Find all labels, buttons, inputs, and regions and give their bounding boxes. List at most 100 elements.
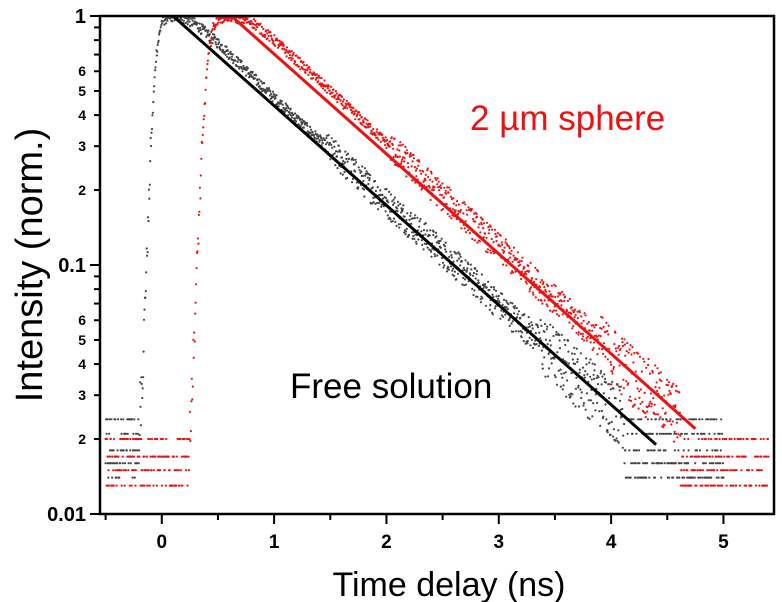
free_solution-point bbox=[579, 352, 582, 355]
free_solution-point bbox=[600, 409, 604, 413]
free_solution-point bbox=[392, 198, 395, 201]
sphere_2um-point bbox=[717, 484, 720, 487]
sphere_2um-point bbox=[388, 145, 391, 148]
free_solution-point bbox=[137, 418, 140, 421]
free_solution-point bbox=[260, 80, 263, 83]
free_solution-point bbox=[534, 332, 537, 335]
sphere_2um-point bbox=[195, 267, 198, 270]
free_solution-point bbox=[294, 112, 297, 115]
y-axis-title: Intensity (norm.) bbox=[9, 128, 51, 403]
free_solution-point bbox=[494, 305, 497, 308]
free_solution-point bbox=[720, 418, 723, 421]
free_solution-point bbox=[559, 368, 562, 371]
sphere_2um-point bbox=[355, 109, 358, 112]
free_solution-point bbox=[437, 242, 441, 245]
free_solution-point bbox=[614, 439, 617, 442]
sphere_2um-point bbox=[642, 357, 645, 360]
sphere_2um-point bbox=[601, 352, 605, 355]
free_solution-point bbox=[699, 476, 702, 479]
sphere_2um-point bbox=[345, 99, 348, 102]
free_solution-point bbox=[517, 330, 520, 333]
free_solution-point bbox=[144, 296, 147, 299]
free_solution-point bbox=[592, 402, 595, 405]
sphere_2um-point bbox=[543, 299, 546, 302]
free_solution-point bbox=[132, 449, 135, 452]
free_solution-point bbox=[139, 424, 142, 427]
sphere_2um-point bbox=[728, 437, 731, 441]
free_solution-point bbox=[439, 246, 442, 249]
sphere_2um-point bbox=[211, 27, 214, 31]
sphere_2um-point bbox=[595, 335, 599, 338]
sphere_2um-point bbox=[127, 469, 130, 472]
free_solution-point bbox=[144, 290, 147, 293]
sphere_2um-point bbox=[465, 231, 468, 234]
sphere_2um-point bbox=[540, 279, 544, 282]
sphere_2um-point bbox=[762, 437, 765, 441]
sphere_2um-point bbox=[720, 484, 724, 487]
free_solution-point bbox=[105, 432, 108, 435]
free_solution-point bbox=[328, 141, 332, 145]
free_solution-point bbox=[293, 117, 296, 120]
free_solution-point bbox=[452, 260, 455, 263]
sphere_2um-point bbox=[663, 394, 666, 397]
sphere_2um-point bbox=[659, 371, 662, 374]
free_solution-point bbox=[616, 440, 619, 443]
free_solution-point bbox=[669, 432, 673, 435]
sphere_2um-point bbox=[486, 248, 489, 251]
free_solution-point bbox=[604, 377, 607, 380]
free_solution-point bbox=[264, 91, 267, 94]
sphere_2um-point bbox=[152, 484, 155, 487]
free_solution-point bbox=[133, 418, 136, 421]
free_solution-point bbox=[476, 295, 479, 298]
sphere_2um-point bbox=[528, 270, 531, 273]
sphere_2um-point bbox=[665, 378, 669, 381]
sphere_2um-point bbox=[295, 54, 298, 57]
sphere_2um-point bbox=[633, 403, 636, 406]
free_solution-point bbox=[231, 53, 234, 56]
sphere_2um-point bbox=[638, 396, 641, 399]
free_solution-point bbox=[214, 41, 217, 44]
free_solution-point bbox=[657, 462, 661, 465]
free_solution-point bbox=[513, 312, 516, 315]
free_solution-point bbox=[357, 186, 360, 189]
sphere_2um-point bbox=[766, 437, 770, 441]
free_solution-point bbox=[257, 81, 260, 84]
free_solution-point bbox=[617, 441, 620, 444]
sphere_2um-point bbox=[266, 37, 269, 40]
sphere_2um-point bbox=[172, 455, 175, 458]
sphere_2um-point bbox=[195, 283, 198, 286]
sphere_2um-point bbox=[674, 389, 678, 392]
sphere_2um-point bbox=[410, 165, 413, 168]
free_solution-point bbox=[680, 462, 683, 465]
sphere_2um-point bbox=[466, 213, 469, 216]
sphere_2um-point bbox=[654, 385, 657, 389]
sphere_2um-point bbox=[735, 484, 738, 487]
y-tick-label: 0.01 bbox=[47, 504, 86, 526]
sphere_2um-point bbox=[715, 437, 718, 441]
free_solution-point bbox=[714, 449, 717, 452]
sphere_2um-point bbox=[300, 60, 303, 63]
sphere_2um-point bbox=[372, 127, 375, 131]
sphere_2um-point bbox=[286, 46, 289, 49]
sphere_2um-point bbox=[602, 325, 605, 329]
sphere_2um-point bbox=[185, 469, 188, 472]
free_solution-point bbox=[286, 105, 289, 108]
sphere_2um-point bbox=[706, 469, 709, 472]
sphere_2um-point bbox=[209, 45, 212, 48]
sphere_2um-point bbox=[190, 377, 193, 380]
plot-frame bbox=[98, 14, 776, 516]
free_solution-point bbox=[171, 20, 174, 23]
free_solution-point bbox=[585, 363, 588, 366]
sphere_2um-point bbox=[640, 370, 644, 373]
free_solution-point bbox=[522, 340, 525, 343]
sphere_2um-point bbox=[130, 484, 133, 487]
free_solution-point bbox=[203, 25, 207, 28]
free_solution-point bbox=[471, 287, 474, 290]
sphere_2um-point bbox=[597, 334, 600, 337]
free_solution-point bbox=[317, 135, 320, 138]
sphere_2um-point bbox=[583, 312, 586, 315]
sphere_2um-point bbox=[242, 22, 245, 25]
free_solution-point bbox=[420, 239, 423, 242]
free_solution-point bbox=[142, 350, 145, 353]
free_solution-point bbox=[188, 25, 192, 28]
